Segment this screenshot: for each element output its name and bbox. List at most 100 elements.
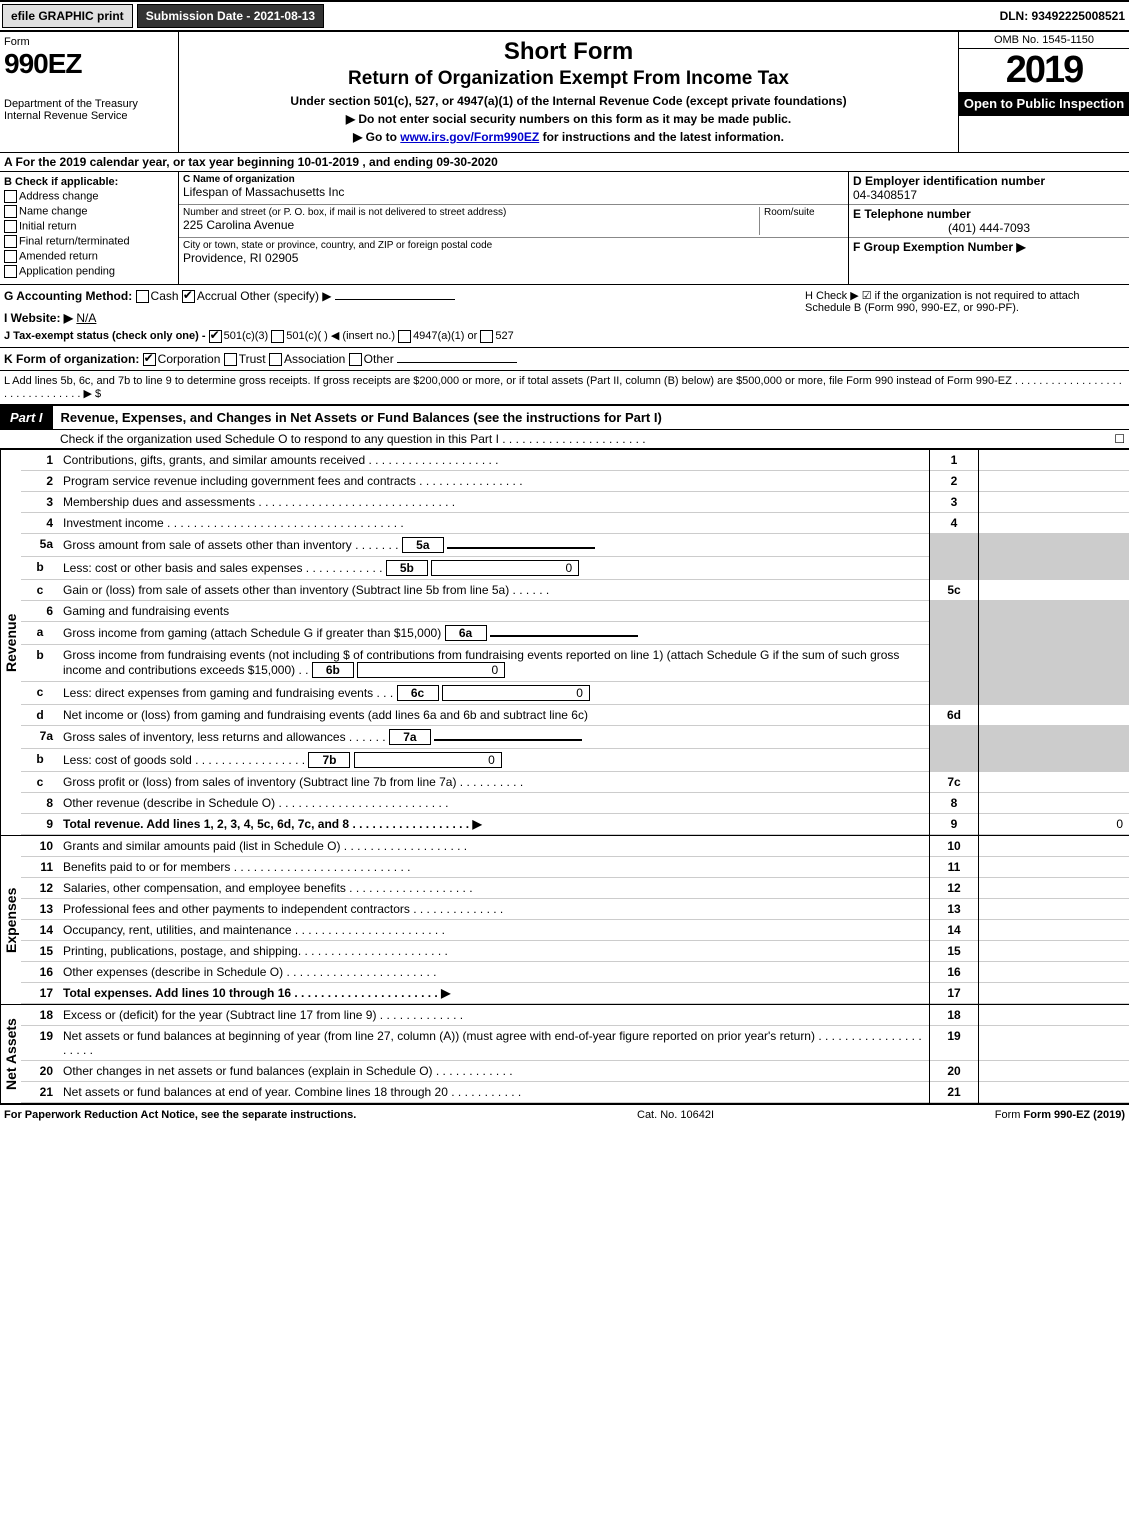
phone-cell: E Telephone number (401) 444-7093	[849, 205, 1129, 238]
line-10: 10Grants and similar amounts paid (list …	[21, 836, 1129, 857]
revenue-side-label: Revenue	[0, 450, 21, 835]
group-exemption-cell: F Group Exemption Number ▶	[849, 238, 1129, 270]
line-19: 19Net assets or fund balances at beginni…	[21, 1026, 1129, 1061]
subtitle-ssn-warning: ▶ Do not enter social security numbers o…	[187, 112, 950, 126]
header-right: OMB No. 1545-1150 2019 Open to Public In…	[959, 32, 1129, 152]
header-mid: Short Form Return of Organization Exempt…	[179, 32, 959, 152]
part1-header: Part I Revenue, Expenses, and Changes in…	[0, 405, 1129, 430]
cb-assoc[interactable]	[269, 353, 282, 366]
k-other: Other	[364, 352, 394, 366]
line-1: 1Contributions, gifts, grants, and simil…	[21, 450, 1129, 471]
line-7c: cGross profit or (loss) from sales of in…	[21, 772, 1129, 793]
line-5b: bLess: cost or other basis and sales exp…	[21, 557, 1129, 580]
k-trust: Trust	[239, 352, 266, 366]
section-bcdef: B Check if applicable: Address change Na…	[0, 172, 1129, 285]
irs-link[interactable]: www.irs.gov/Form990EZ	[400, 130, 539, 144]
revenue-table: 1Contributions, gifts, grants, and simil…	[21, 450, 1129, 835]
j-label: J Tax-exempt status (check only one) -	[4, 330, 206, 342]
footer-left: For Paperwork Reduction Act Notice, see …	[4, 1109, 356, 1121]
part1-title: Revenue, Expenses, and Changes in Net As…	[61, 410, 662, 425]
net-assets-section: Net Assets 18Excess or (deficit) for the…	[0, 1004, 1129, 1103]
cb-527[interactable]	[480, 330, 493, 343]
accrual-label: Accrual	[197, 289, 237, 303]
efile-print-button[interactable]: efile GRAPHIC print	[2, 4, 133, 28]
expenses-table: 10Grants and similar amounts paid (list …	[21, 836, 1129, 1004]
top-bar: efile GRAPHIC print Submission Date - 20…	[0, 0, 1129, 32]
part1-check-text: Check if the organization used Schedule …	[60, 432, 1114, 446]
cb-final-return[interactable]: Final return/terminated	[4, 235, 174, 248]
line-6: 6Gaming and fundraising events	[21, 601, 1129, 622]
line-6d: dNet income or (loss) from gaming and fu…	[21, 705, 1129, 726]
line-15: 15Printing, publications, postage, and s…	[21, 941, 1129, 962]
part1-badge: Part I	[0, 406, 53, 429]
dept-treasury: Department of the Treasury	[4, 98, 174, 110]
line-2: 2Program service revenue including gover…	[21, 471, 1129, 492]
form-header: Form 990EZ Department of the Treasury In…	[0, 32, 1129, 153]
expenses-side-label: Expenses	[0, 836, 21, 1004]
irs-label: Internal Revenue Service	[4, 110, 174, 122]
b-header: B Check if applicable:	[4, 176, 174, 188]
cb-4947[interactable]	[398, 330, 411, 343]
cb-initial-return[interactable]: Initial return	[4, 220, 174, 233]
org-name: Lifespan of Massachusetts Inc	[183, 185, 844, 199]
column-b: B Check if applicable: Address change Na…	[0, 172, 179, 284]
footer-right: Form Form 990-EZ (2019)	[995, 1109, 1125, 1121]
line-13: 13Professional fees and other payments t…	[21, 899, 1129, 920]
j-4947: 4947(a)(1) or	[413, 330, 477, 342]
cb-address-change[interactable]: Address change	[4, 190, 174, 203]
street: 225 Carolina Avenue	[183, 218, 759, 232]
k-other-line	[397, 362, 517, 363]
subtitle-section: Under section 501(c), 527, or 4947(a)(1)…	[187, 94, 950, 108]
city-cell: City or town, state or province, country…	[179, 238, 848, 270]
j-501c3: 501(c)(3)	[224, 330, 269, 342]
city-label: City or town, state or province, country…	[183, 240, 844, 251]
cash-label: Cash	[151, 289, 179, 303]
revenue-section: Revenue 1Contributions, gifts, grants, a…	[0, 449, 1129, 835]
street-label: Number and street (or P. O. box, if mail…	[183, 207, 759, 218]
website-value: N/A	[76, 311, 96, 325]
line-6a: aGross income from gaming (attach Schedu…	[21, 622, 1129, 645]
row-gh: G Accounting Method: Cash Accrual Other …	[0, 285, 1129, 348]
cb-accrual[interactable]	[182, 290, 195, 303]
submission-date-button[interactable]: Submission Date - 2021-08-13	[137, 4, 324, 28]
ein-label: D Employer identification number	[853, 174, 1125, 188]
line-7b: bLess: cost of goods sold . . . . . . . …	[21, 749, 1129, 772]
cb-corp[interactable]	[143, 353, 156, 366]
row-k: K Form of organization: Corporation Trus…	[0, 348, 1129, 371]
phone: (401) 444-7093	[853, 221, 1125, 235]
j-501c: 501(c)( ) ◀ (insert no.)	[286, 330, 395, 342]
part1-check-value: ☐	[1114, 432, 1125, 446]
room-label: Room/suite	[764, 207, 844, 218]
open-public-badge: Open to Public Inspection	[959, 92, 1129, 116]
form-number: 990EZ	[4, 48, 174, 80]
cb-501c3[interactable]	[209, 330, 222, 343]
line-6c: cLess: direct expenses from gaming and f…	[21, 682, 1129, 705]
other-specify-line	[335, 299, 455, 300]
phone-label: E Telephone number	[853, 207, 1125, 221]
column-def: D Employer identification number 04-3408…	[849, 172, 1129, 284]
g-label: G Accounting Method:	[4, 289, 132, 303]
line-14: 14Occupancy, rent, utilities, and mainte…	[21, 920, 1129, 941]
cb-cash[interactable]	[136, 290, 149, 303]
goto-prefix: ▶ Go to	[353, 130, 400, 144]
line-7a: 7aGross sales of inventory, less returns…	[21, 726, 1129, 749]
k-assoc: Association	[284, 352, 345, 366]
line-11: 11Benefits paid to or for members . . . …	[21, 857, 1129, 878]
line-5c: cGain or (loss) from sale of assets othe…	[21, 580, 1129, 601]
row-g: G Accounting Method: Cash Accrual Other …	[0, 285, 801, 347]
cb-trust[interactable]	[224, 353, 237, 366]
city: Providence, RI 02905	[183, 251, 844, 265]
net-assets-table: 18Excess or (deficit) for the year (Subt…	[21, 1005, 1129, 1103]
group-label: F Group Exemption Number ▶	[853, 240, 1125, 254]
footer: For Paperwork Reduction Act Notice, see …	[0, 1103, 1129, 1125]
org-name-label: C Name of organization	[183, 174, 844, 185]
cb-501c[interactable]	[271, 330, 284, 343]
cb-amended-return[interactable]: Amended return	[4, 250, 174, 263]
cb-other-org[interactable]	[349, 353, 362, 366]
line-8: 8Other revenue (describe in Schedule O) …	[21, 793, 1129, 814]
line-9: 9Total revenue. Add lines 1, 2, 3, 4, 5c…	[21, 814, 1129, 835]
line-12: 12Salaries, other compensation, and empl…	[21, 878, 1129, 899]
cb-application-pending[interactable]: Application pending	[4, 265, 174, 278]
j-527: 527	[495, 330, 513, 342]
cb-name-change[interactable]: Name change	[4, 205, 174, 218]
